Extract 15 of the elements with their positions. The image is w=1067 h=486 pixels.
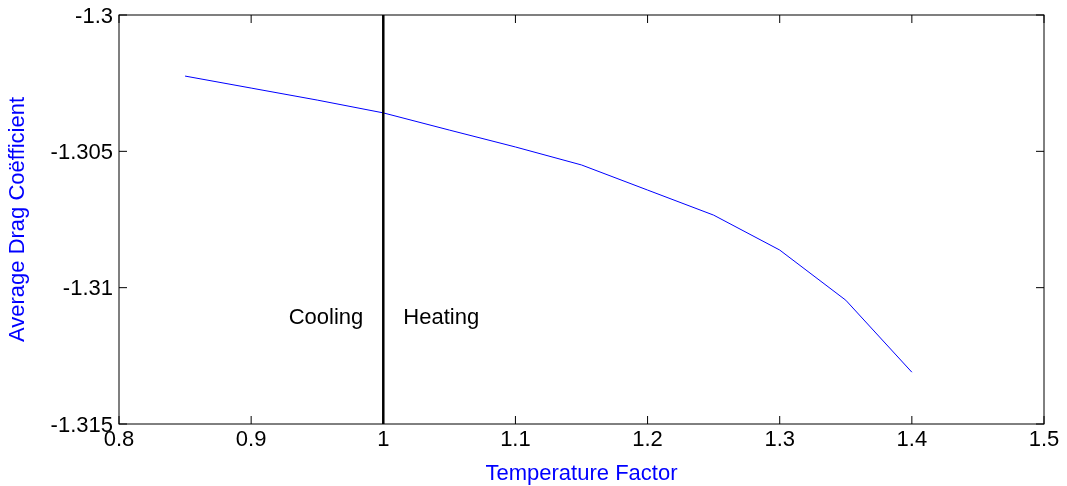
x-tick-label: 1.3 — [764, 426, 796, 451]
y-tick-label: -1.31 — [62, 275, 113, 301]
x-tick-label: 0.9 — [235, 426, 267, 451]
y-tick-label: -1.3 — [75, 2, 113, 28]
annotation: Heating — [403, 303, 480, 329]
x-tick-label: 1.4 — [896, 426, 928, 451]
x-tick-label: 1 — [377, 426, 390, 451]
line-series — [184, 75, 913, 373]
x-tick-label: 1.1 — [500, 426, 531, 451]
annotation: Cooling — [288, 303, 364, 329]
x-tick-label: 1.5 — [1028, 426, 1060, 451]
x-tick-label: 1.2 — [632, 426, 663, 451]
y-axis-title: Average Drag Coëfficient — [4, 97, 29, 342]
y-tick-label: -1.305 — [50, 139, 113, 165]
x-axis-title: Temperature Factor — [485, 460, 678, 485]
